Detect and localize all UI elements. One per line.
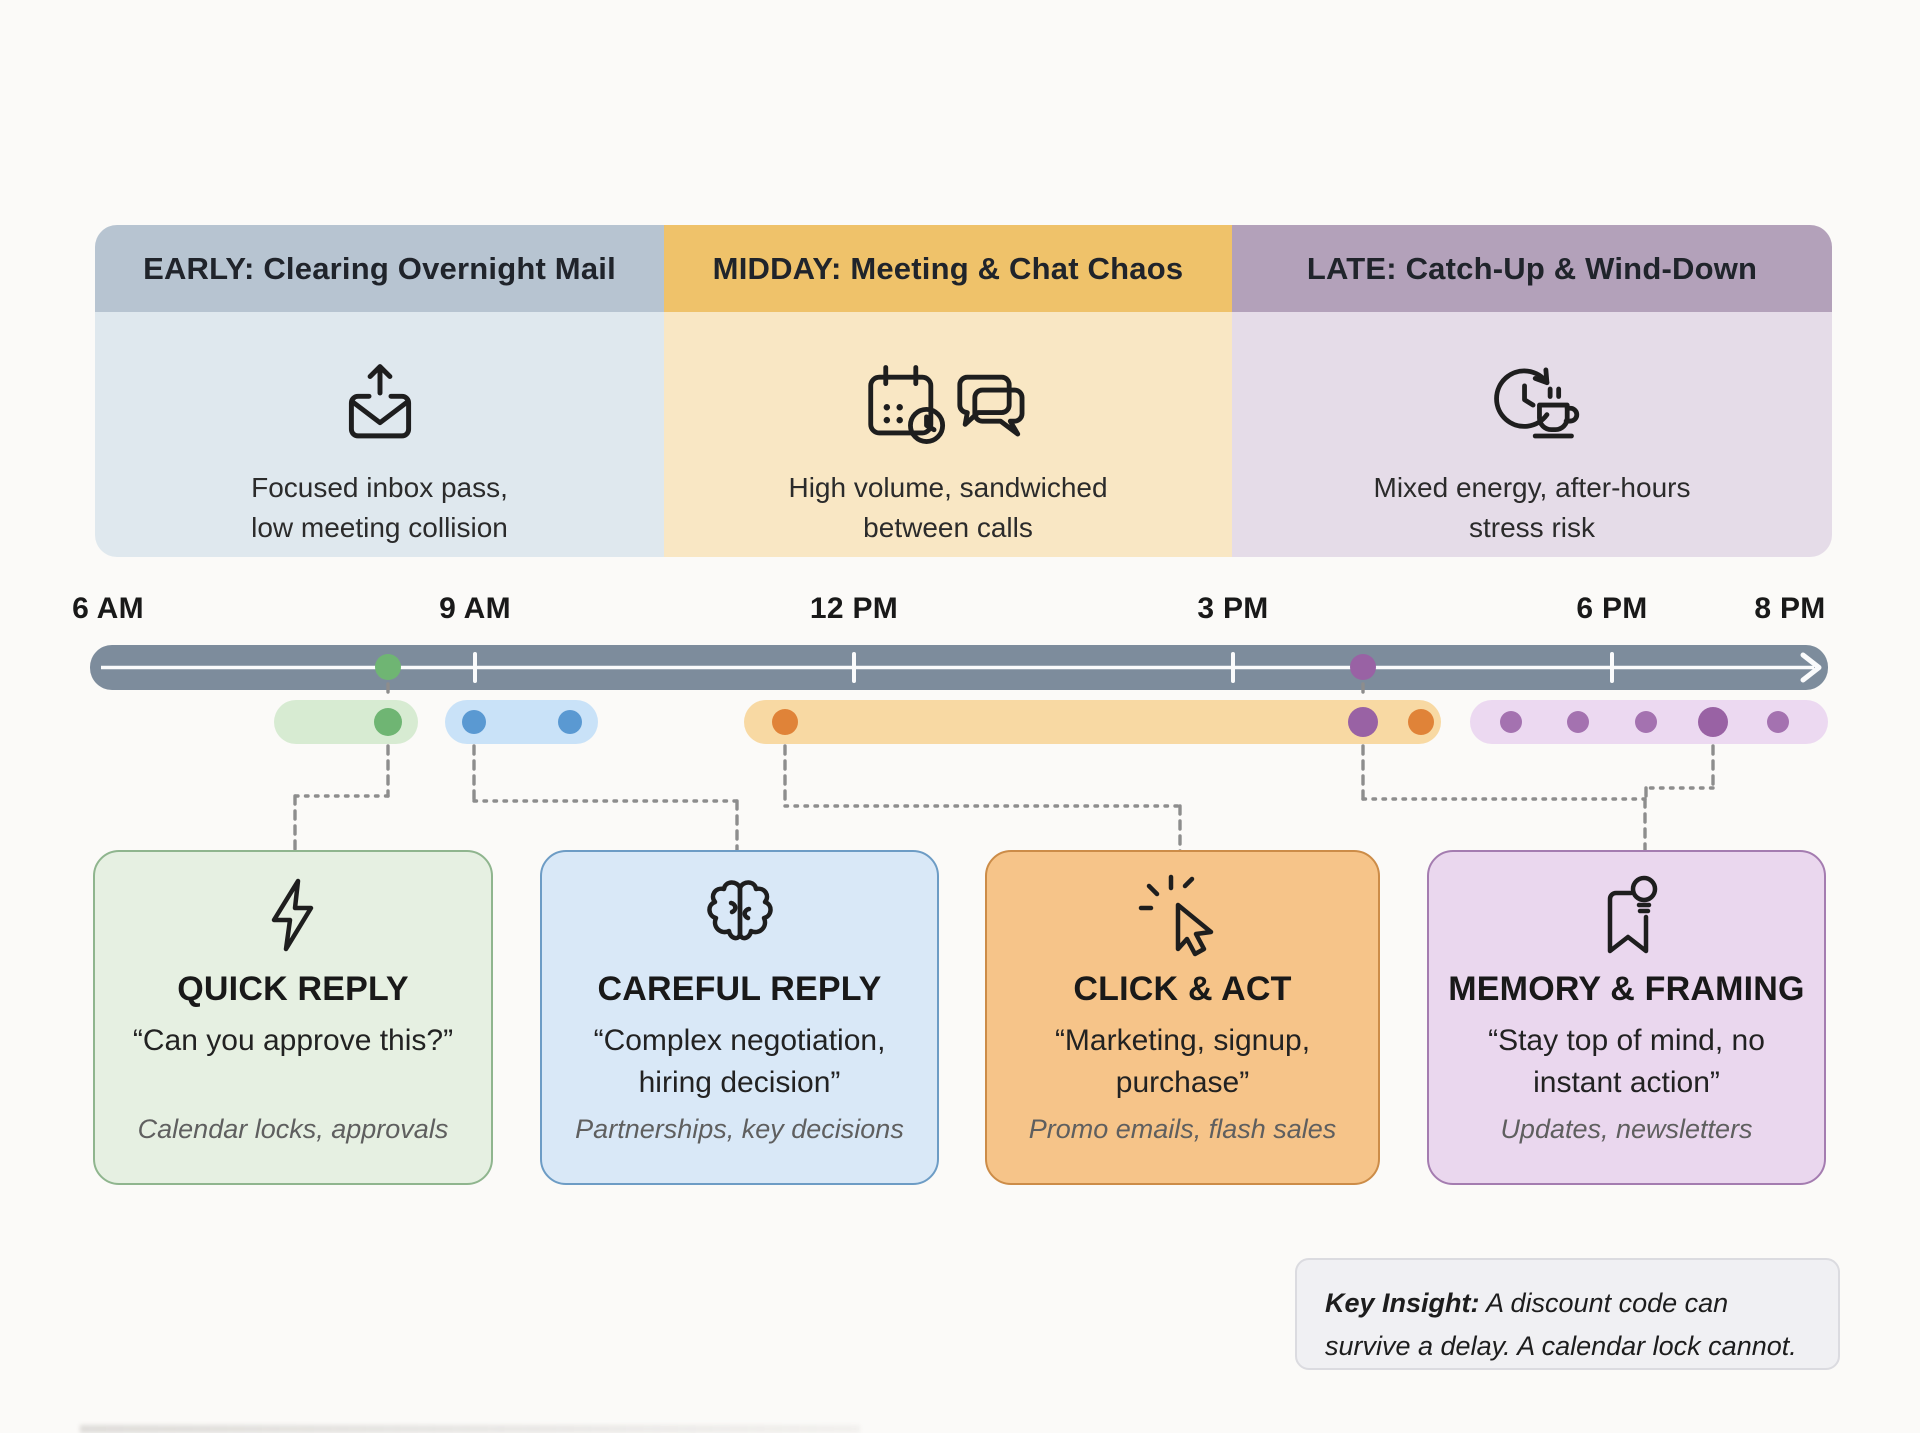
key-insight-label: Key Insight: <box>1325 1288 1480 1318</box>
card-memory-framing-examples: Updates, newsletters <box>1500 1114 1753 1144</box>
card-click-act-title: CLICK & ACT <box>1073 970 1292 1008</box>
activity-dot <box>1500 711 1522 733</box>
cursor-click-icon <box>987 872 1378 958</box>
band-late-body: Mixed energy, after-hours stress risk <box>1232 312 1832 557</box>
scan-artifact <box>80 1425 860 1433</box>
key-insight-box: Key Insight: A discount code can survive… <box>1295 1258 1840 1370</box>
band-midday-desc: High volume, sandwiched between calls <box>788 472 1108 543</box>
band-late-desc: Mixed energy, after-hours stress risk <box>1373 472 1691 543</box>
activity-dot <box>462 710 486 734</box>
day-phase-bands: EARLY: Clearing Overnight Mail Focused i… <box>95 225 1832 557</box>
card-quick-reply-quote: “Can you approve this?” <box>132 1024 454 1057</box>
card-careful-reply-quote: “Complex negotiation, hiring decision” <box>593 1024 886 1099</box>
card-click-act-examples: Promo emails, flash sales <box>1028 1114 1337 1144</box>
time-label: 6 PM <box>1576 592 1648 625</box>
band-early-desc: Focused inbox pass, low meeting collisio… <box>251 472 508 543</box>
band-midday: MIDDAY: Meeting & Chat Chaos <box>664 225 1232 557</box>
activity-dot <box>558 710 582 734</box>
activity-dot <box>1348 707 1378 737</box>
band-early-body: Focused inbox pass, low meeting collisio… <box>95 312 664 557</box>
bookmark-idea-icon <box>1429 872 1824 958</box>
band-late: LATE: Catch-Up & Wind-Down Mixed energy,… <box>1232 225 1832 557</box>
card-memory-framing-title: MEMORY & FRAMING <box>1448 970 1805 1008</box>
lightning-icon <box>95 872 491 958</box>
activity-dot <box>772 709 798 735</box>
card-memory-framing-quote: “Stay top of mind, no instant action” <box>1488 1024 1765 1099</box>
card-quick-reply: QUICK REPLY “Can you approve this?” Cale… <box>93 850 493 1185</box>
activity-pill-memory-framing-window <box>1470 700 1828 744</box>
band-late-title: LATE: Catch-Up & Wind-Down <box>1306 250 1758 286</box>
time-label: 6 AM <box>72 592 144 625</box>
activity-pill-careful-reply-window <box>445 700 598 744</box>
activity-dot <box>1635 711 1657 733</box>
time-label: 12 PM <box>809 592 899 625</box>
activity-dot <box>1698 707 1728 737</box>
band-early: EARLY: Clearing Overnight Mail Focused i… <box>95 225 664 557</box>
key-insight-body: A discount code can survive a delay. A c… <box>1325 1288 1797 1361</box>
card-careful-reply-examples: Partnerships, key decisions <box>575 1114 904 1144</box>
activity-pill-quick-reply-window <box>274 700 418 744</box>
band-early-title: EARLY: Clearing Overnight Mail <box>143 250 616 286</box>
activity-dot <box>1567 711 1589 733</box>
card-careful-reply: CAREFUL REPLY “Complex negotiation, hiri… <box>540 850 939 1185</box>
clock-coffee-icon <box>1484 358 1580 450</box>
activity-pill-click-act-window <box>744 700 1441 744</box>
card-quick-reply-examples: Calendar locks, approvals <box>137 1114 449 1144</box>
card-memory-framing: MEMORY & FRAMING “Stay top of mind, no i… <box>1427 850 1826 1185</box>
card-careful-reply-title: CAREFUL REPLY <box>597 970 882 1008</box>
activity-dot <box>374 708 402 736</box>
activity-dot <box>1767 711 1789 733</box>
card-click-act: CLICK & ACT “Marketing, signup, purchase… <box>985 850 1380 1185</box>
card-click-act-quote: “Marketing, signup, purchase” <box>1054 1024 1311 1099</box>
mail-send-icon <box>336 358 424 450</box>
band-midday-title: MIDDAY: Meeting & Chat Chaos <box>712 250 1184 286</box>
activity-dot <box>1408 709 1434 735</box>
calendar-clock-chat-icon <box>862 358 1034 450</box>
band-midday-body: High volume, sandwiched between calls <box>664 312 1232 557</box>
time-label: 8 PM <box>1754 592 1826 625</box>
timeline-bar <box>90 645 1828 690</box>
time-label: 3 PM <box>1197 592 1269 625</box>
card-quick-reply-title: QUICK REPLY <box>177 970 409 1008</box>
brain-icon <box>542 872 937 958</box>
band-late-header: LATE: Catch-Up & Wind-Down <box>1232 225 1832 312</box>
band-midday-header: MIDDAY: Meeting & Chat Chaos <box>664 225 1232 312</box>
band-early-header: EARLY: Clearing Overnight Mail <box>95 225 664 312</box>
time-label: 9 AM <box>439 592 511 625</box>
key-insight-text: Key Insight: A discount code can survive… <box>1297 1260 1838 1368</box>
